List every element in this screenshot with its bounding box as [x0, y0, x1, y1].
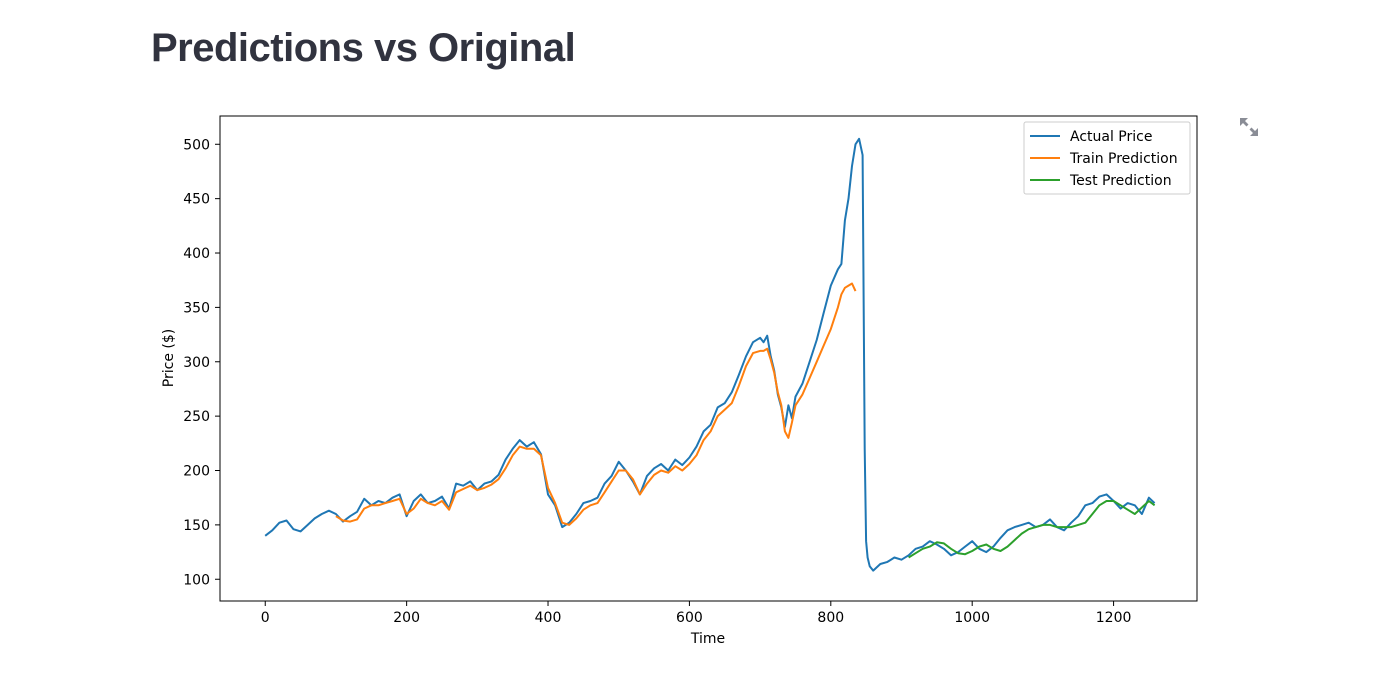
y-tick-label: 250 [183, 409, 210, 425]
series-line-train-prediction [335, 282, 857, 526]
y-tick-label: 200 [183, 464, 210, 480]
legend: Actual Price Train Prediction Test Predict… [1023, 121, 1191, 195]
y-tick-label: 400 [183, 246, 210, 262]
fullscreen-button[interactable] [1235, 113, 1263, 141]
x-tick-label: 1200 [1096, 610, 1132, 626]
legend-label: Train Prediction [1069, 151, 1178, 167]
x-axis-label: Time [690, 631, 725, 647]
legend-label: Test Prediction [1069, 173, 1172, 189]
plot-area [219, 115, 1198, 602]
legend-label: Actual Price [1070, 129, 1152, 145]
x-tick-label: 800 [817, 610, 844, 626]
x-tick-label: 1000 [954, 610, 990, 626]
y-axis: 100 150 200 250 300 350 400 450 500 [183, 137, 220, 588]
expand-arrows-icon [1240, 118, 1258, 136]
y-tick-label: 450 [183, 192, 210, 208]
series-layer [264, 137, 1156, 572]
x-tick-label: 400 [535, 610, 562, 626]
legend-box [1023, 121, 1191, 195]
y-tick-label: 150 [183, 518, 210, 534]
x-tick-label: 600 [676, 610, 703, 626]
x-axis: 0 200 400 600 800 1000 1200 [261, 601, 1132, 626]
plot-frame [219, 115, 1198, 602]
y-tick-label: 350 [183, 300, 210, 316]
y-tick-label: 300 [183, 355, 210, 371]
page-title: Predictions vs Original [151, 26, 576, 70]
x-tick-label: 0 [261, 610, 270, 626]
y-axis-label: Price ($) [161, 329, 177, 387]
y-tick-label: 100 [183, 572, 210, 588]
series-line-test-prediction [908, 500, 1156, 559]
x-tick-label: 200 [393, 610, 420, 626]
y-tick-label: 500 [183, 137, 210, 153]
